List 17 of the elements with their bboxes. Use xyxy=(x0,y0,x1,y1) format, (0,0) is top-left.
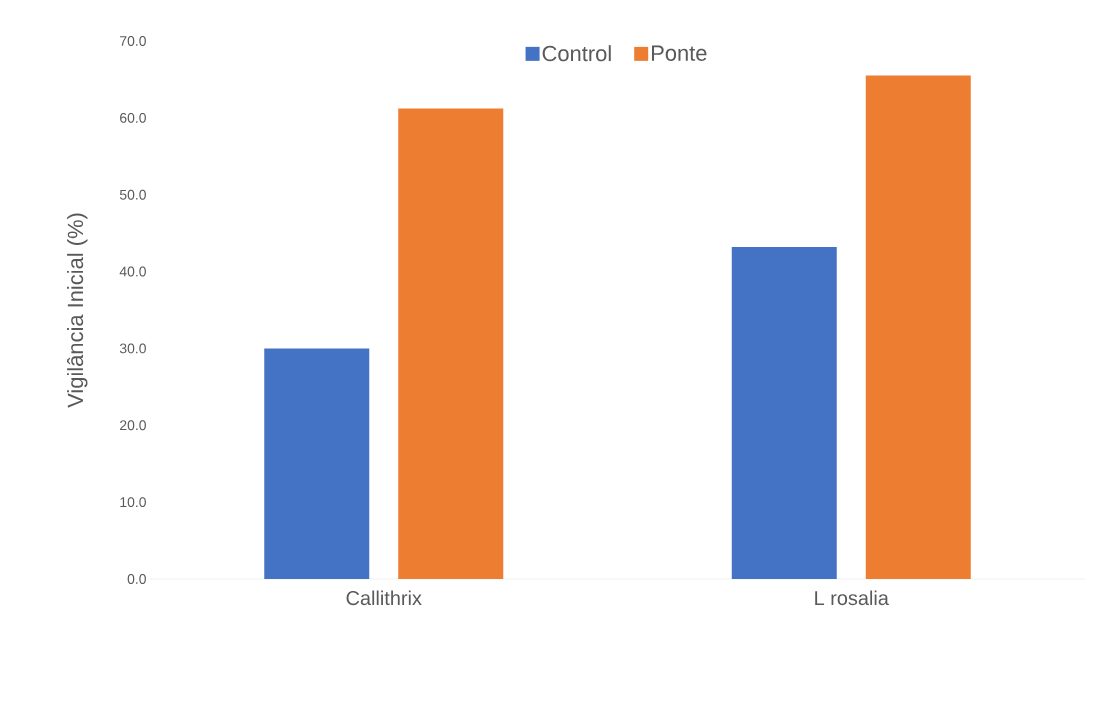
legend-label: Ponte xyxy=(651,45,707,61)
y-tick-label: 50.0 xyxy=(119,189,146,200)
y-tick-label: 60.0 xyxy=(120,112,146,123)
x-tick-label: L rosalia xyxy=(815,590,889,606)
y-tick-label: 30.0 xyxy=(119,343,146,354)
y-tick-label: 10.0 xyxy=(120,497,146,508)
y-tick-label: 20.0 xyxy=(120,420,146,431)
x-tick-label: Callithrix xyxy=(346,590,422,606)
legend-label: Control xyxy=(542,45,611,62)
bar xyxy=(865,75,971,579)
y-tick-label: 0.0 xyxy=(127,574,146,584)
bar xyxy=(398,108,504,579)
y-tick-label: 40.0 xyxy=(119,266,146,277)
bar xyxy=(264,348,370,579)
bar xyxy=(731,246,837,579)
y-tick-label: 70.0 xyxy=(120,36,146,46)
y-axis-title: Vigilância Inicial (%) xyxy=(67,213,88,408)
